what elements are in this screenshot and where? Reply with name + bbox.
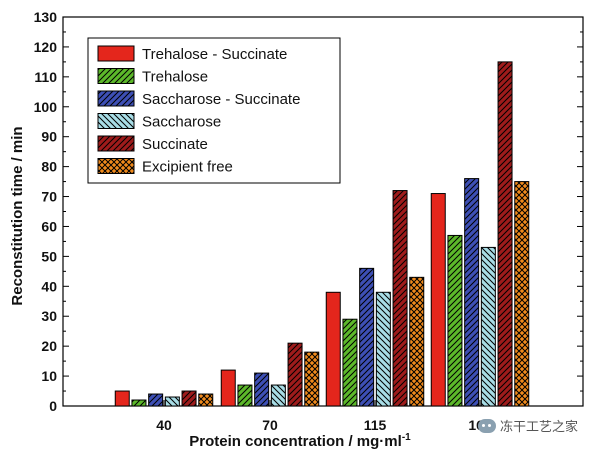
bar <box>430 193 446 407</box>
watermark-text: 冻干工艺之家 <box>499 420 578 435</box>
bar <box>375 291 391 407</box>
bar <box>131 399 147 407</box>
y-tick-label: 100 <box>34 99 58 115</box>
y-tick-label: 10 <box>41 368 57 384</box>
bar <box>181 390 197 407</box>
watermark: 冻干工艺之家 <box>477 416 578 435</box>
bar <box>164 396 180 407</box>
legend-label: Saccharose - Succinate <box>142 91 300 108</box>
bar <box>497 61 513 407</box>
bar <box>514 181 530 407</box>
y-tick-label: 70 <box>41 189 57 205</box>
y-tick-label: 30 <box>41 308 57 324</box>
legend-label: Trehalose <box>142 69 208 86</box>
bar <box>198 393 214 407</box>
x-axis-title: Protein concentration / mg·ml-1 <box>189 432 411 450</box>
legend-swatch <box>97 158 135 174</box>
bar <box>254 372 270 407</box>
legend-label: Saccharose <box>142 114 221 131</box>
bar <box>287 342 303 407</box>
bar <box>270 384 286 407</box>
bar <box>325 291 341 407</box>
bar <box>148 393 164 407</box>
bar <box>220 369 236 407</box>
y-tick-label: 130 <box>34 9 58 25</box>
bar <box>392 190 408 407</box>
bar <box>342 318 358 407</box>
y-axis: 0 10 20 30 40 50 60 70 80 90 100 110 120 130 <box>34 9 583 414</box>
legend-label: Succinate <box>142 136 208 153</box>
x-tick-label: 70 <box>262 417 278 433</box>
legend-swatch <box>97 90 135 107</box>
legend-swatch <box>97 45 135 62</box>
y-tick-label: 0 <box>49 398 57 414</box>
legend-swatch <box>97 135 135 152</box>
bar <box>409 276 425 407</box>
y-tick-label: 110 <box>34 69 57 85</box>
legend-box <box>87 37 341 184</box>
bars <box>114 61 530 407</box>
bar <box>480 246 496 407</box>
legend-swatch <box>97 68 135 84</box>
bar <box>359 267 375 407</box>
bar <box>114 390 130 407</box>
bar <box>304 351 320 407</box>
x-axis-title-sup: -1 <box>402 432 411 443</box>
legend: Trehalose - Succinate Trehalose Saccharose… <box>87 37 341 184</box>
bar <box>447 234 463 407</box>
bar <box>237 384 253 407</box>
y-axis-title: Reconstitution time / min <box>9 126 26 305</box>
x-tick-label: 40 <box>156 417 172 433</box>
x-axis-title-main: Protein concentration / mg·ml <box>189 433 402 450</box>
y-tick-label: 80 <box>41 159 57 175</box>
y-tick-label: 120 <box>34 39 58 55</box>
x-tick-label: 115 <box>364 417 387 433</box>
wechat-icon <box>477 418 496 433</box>
legend-label: Excipient free <box>142 159 233 176</box>
y-tick-label: 50 <box>41 248 57 264</box>
legend-swatch <box>97 113 135 129</box>
y-tick-label: 60 <box>41 218 57 234</box>
y-tick-label: 40 <box>41 278 57 294</box>
legend-label: Trehalose - Succinate <box>142 46 287 63</box>
bar <box>464 178 480 407</box>
y-tick-label: 20 <box>41 338 57 354</box>
y-tick-label: 90 <box>41 129 57 145</box>
